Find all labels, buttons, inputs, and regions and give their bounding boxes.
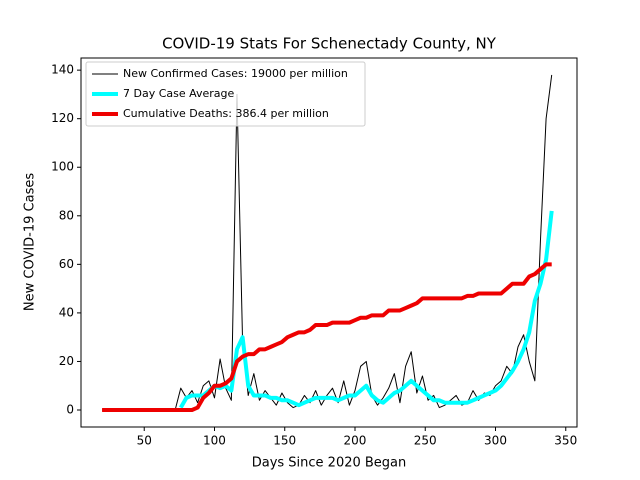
y-tick-label: 120 [51,111,74,125]
series-line [102,262,552,413]
x-tick-label: 100 [203,434,226,448]
x-tick-label: 250 [414,434,437,448]
axes-frame [80,57,578,428]
series-line [179,210,554,409]
x-tick-label: 300 [484,434,507,448]
x-axis-label: Days Since 2020 Began [252,456,407,471]
legend-box [85,61,366,127]
legend-label: New Confirmed Cases: 19000 per million [123,67,348,80]
legend-label: 7 Day Case Average [123,87,235,100]
plot-area: 50 100 150 200 250 300 350 0 20 40 60 80 100 120 140 Ne… [51,57,578,448]
y-axis-label: New COVID-19 Cases [23,173,38,311]
y-tick-label: 0 [66,403,74,417]
x-tick-label: 50 [137,434,152,448]
x-tick-label: 200 [344,434,367,448]
legend: New Confirmed Cases: 19000 per million 7 … [85,61,366,127]
y-tick-label: 20 [59,354,74,368]
y-tick-label: 140 [51,63,74,77]
x-tick-label: 350 [554,434,577,448]
y-tick-label: 100 [51,160,74,174]
legend-label: Cumulative Deaths: 386.4 per million [123,107,329,120]
chart-title: COVID-19 Stats For Schenectady County, N… [162,35,497,53]
y-tick-label: 40 [59,305,74,319]
y-tick-label: 80 [59,208,74,222]
y-tick-label: 60 [59,257,74,271]
x-tick-label: 150 [273,434,296,448]
